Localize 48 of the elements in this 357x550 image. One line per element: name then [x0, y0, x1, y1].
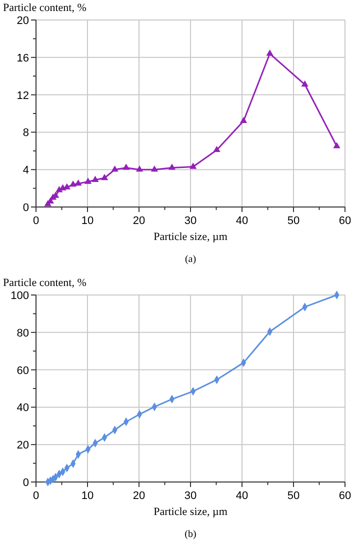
point [70, 180, 77, 187]
text: (a) [184, 254, 196, 265]
point [190, 162, 197, 169]
x-tick-label: 40 [236, 215, 248, 227]
y-tick-label: 0 [22, 477, 29, 489]
point [240, 116, 248, 124]
x-axis-title: Particle size, µm [154, 506, 228, 518]
point [122, 164, 130, 170]
y-tick-label: 100 [10, 290, 29, 302]
point [213, 146, 220, 152]
point [84, 178, 92, 184]
y-tick-label: 80 [16, 327, 29, 340]
y-tick-label: 60 [16, 364, 29, 377]
x-axis-title: Particle size, µm [154, 231, 228, 243]
y-tick-label: 4 [22, 164, 29, 177]
point [301, 80, 308, 87]
point [92, 176, 99, 182]
y-tick-label: 16 [16, 52, 29, 64]
x-tick-label: 10 [81, 490, 94, 502]
y-tick-label: 20 [16, 440, 29, 452]
text: (b) [184, 529, 196, 540]
y-axis-title: Particle content, % [3, 277, 86, 289]
y-axis-title: Particle content, % [3, 2, 86, 14]
point [74, 180, 82, 186]
y-tick-label: 20 [16, 15, 29, 27]
x-tick-label: 10 [81, 215, 94, 227]
y-tick-label: 40 [16, 402, 29, 414]
y-tick-label: 0 [22, 202, 29, 214]
y-tick-label: 12 [16, 90, 29, 102]
point [136, 165, 144, 172]
point [168, 164, 176, 170]
x-tick-label: 0 [32, 215, 40, 227]
point [111, 165, 118, 172]
x-tick-label: 40 [236, 490, 248, 502]
x-tick-label: 20 [132, 490, 146, 502]
x-tick-label: 30 [184, 490, 197, 502]
y-tick-label: 8 [22, 127, 29, 140]
x-tick-label: 50 [287, 215, 300, 227]
point [266, 50, 274, 56]
point [100, 174, 108, 180]
x-tick-label: 0 [32, 490, 40, 502]
x-tick-label: 20 [132, 215, 146, 227]
point [150, 165, 158, 172]
x-tick-label: 60 [338, 490, 352, 502]
x-tick-label: 30 [184, 215, 197, 227]
x-tick-label: 50 [287, 490, 300, 502]
point [333, 142, 340, 148]
x-tick-label: 60 [338, 215, 352, 227]
